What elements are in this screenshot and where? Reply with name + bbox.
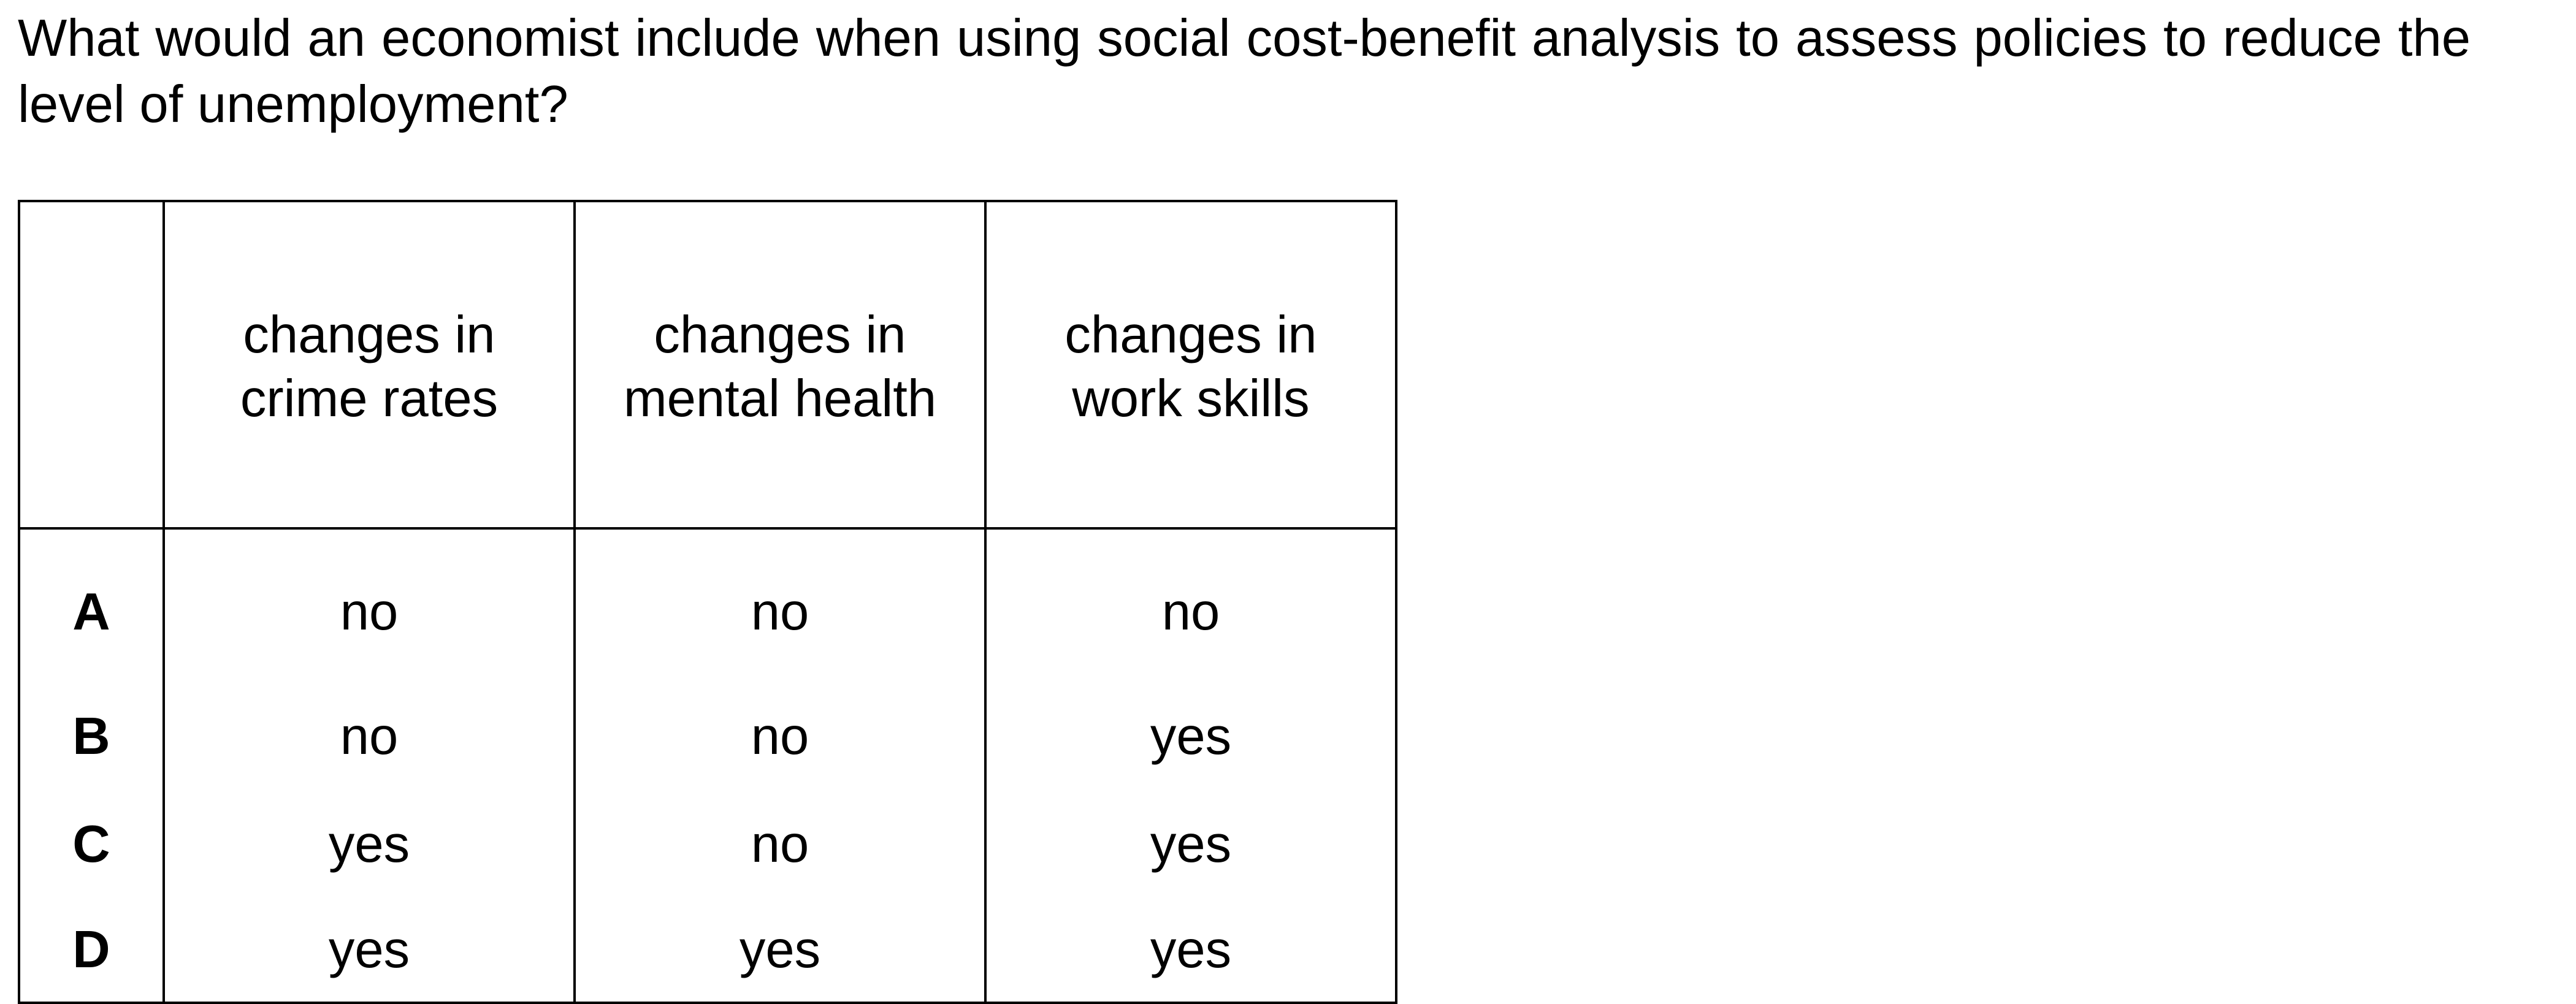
header-line: changes in xyxy=(1064,306,1317,364)
option-key: B xyxy=(18,683,165,791)
table-cell: yes xyxy=(984,791,1397,899)
table-cell: no xyxy=(573,683,987,791)
option-key: C xyxy=(18,791,165,899)
table-cell: no xyxy=(162,528,576,683)
table-row: A no no no xyxy=(18,528,1397,683)
header-cell-work-skills: changes in work skills xyxy=(984,200,1397,530)
header-line: work skills xyxy=(1072,370,1310,428)
header-line: changes in xyxy=(243,306,495,364)
header-line: mental health xyxy=(623,370,937,428)
header-line: changes in xyxy=(654,306,906,364)
table-cell: no xyxy=(573,528,987,683)
table-cell: no xyxy=(984,528,1397,683)
option-key: A xyxy=(18,528,165,683)
question-text: What would an economist include when usi… xyxy=(18,9,2471,134)
table-cell: yes xyxy=(984,899,1397,1004)
table-row: B no no yes xyxy=(18,683,1397,791)
table-cell: no xyxy=(573,791,987,899)
table-row: D yes yes yes xyxy=(18,899,1397,1004)
table-header-row: changes in crime rates changes in mental… xyxy=(18,200,1397,530)
table-cell: yes xyxy=(573,899,987,1004)
table-cell: yes xyxy=(162,791,576,899)
table-cell: yes xyxy=(984,683,1397,791)
header-line: crime rates xyxy=(240,370,499,428)
header-cell-empty xyxy=(18,200,165,530)
table-cell: yes xyxy=(162,899,576,1004)
header-cell-crime-rates: changes in crime rates xyxy=(162,200,576,530)
option-key: D xyxy=(18,899,165,1004)
header-cell-mental-health: changes in mental health xyxy=(573,200,987,530)
table-cell: no xyxy=(162,683,576,791)
answer-options-table: changes in crime rates changes in mental… xyxy=(18,200,1397,1004)
table-row: C yes no yes xyxy=(18,791,1397,899)
